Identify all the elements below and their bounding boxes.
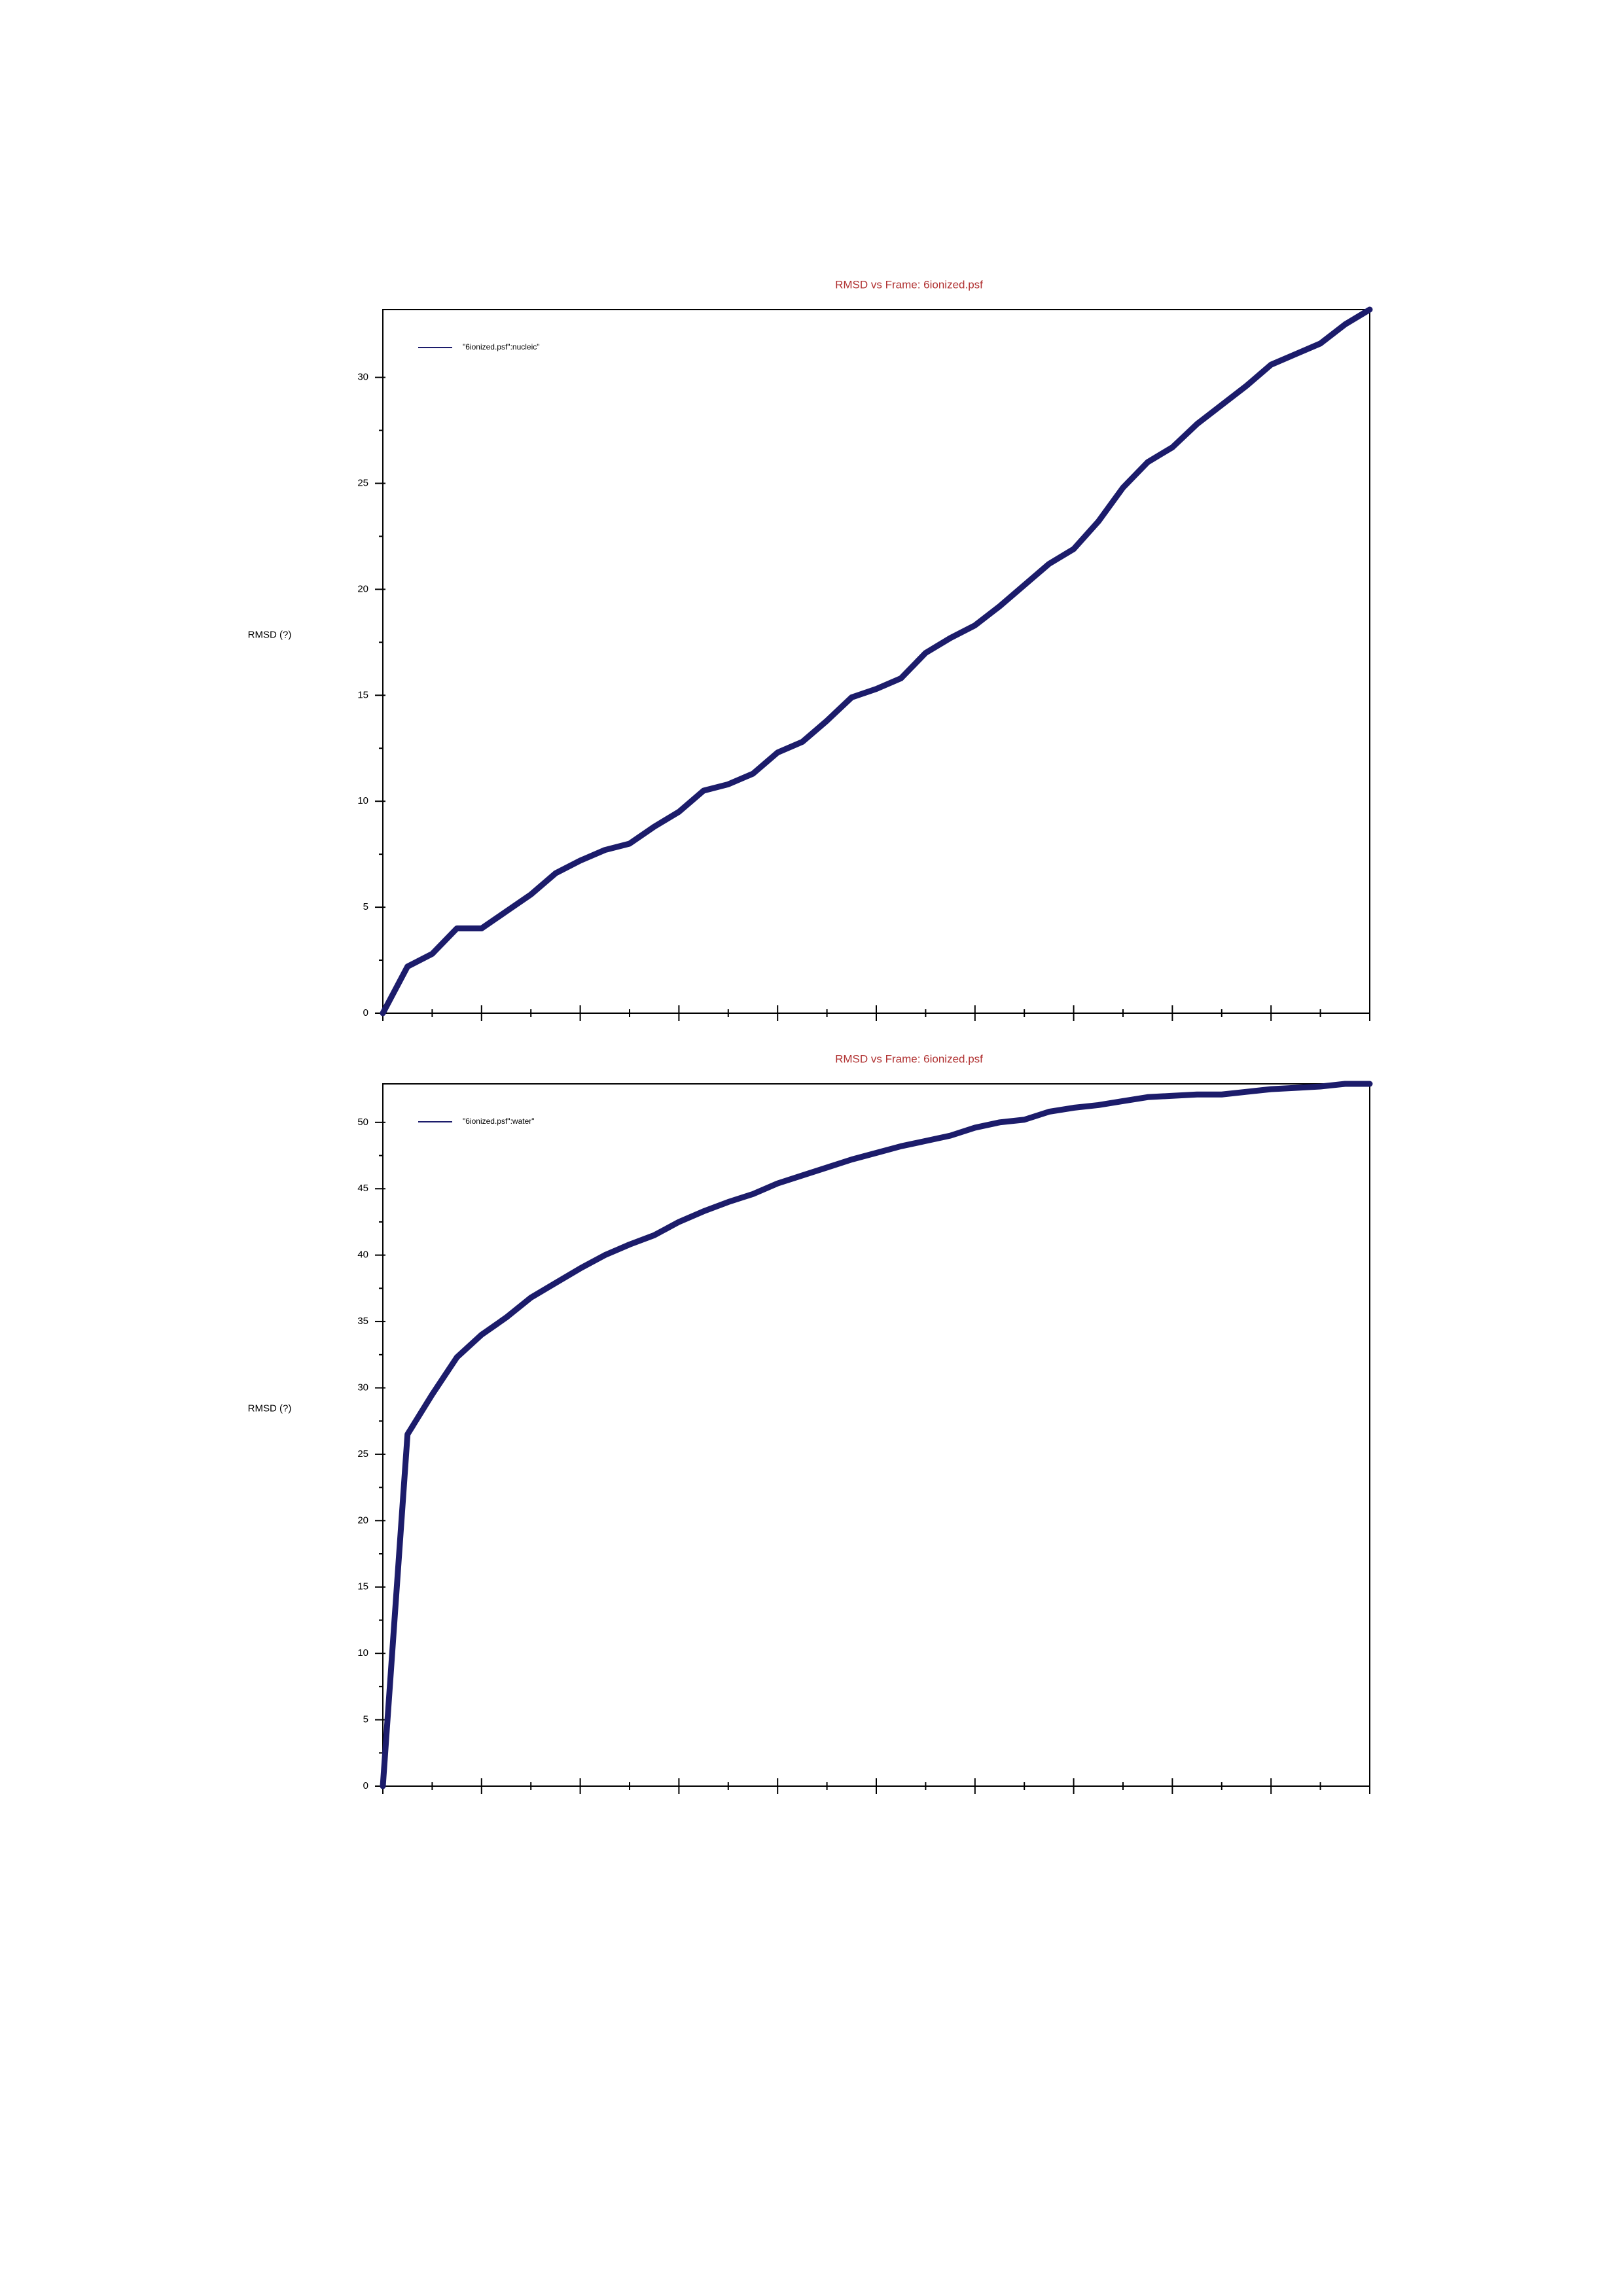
- legend-label: "6ionized.psf":nucleic": [463, 342, 540, 351]
- y-tick-label: 25: [357, 477, 368, 488]
- y-tick-label: 5: [363, 1714, 368, 1725]
- y-tick-label: 15: [357, 1581, 368, 1592]
- y-tick-label: 25: [357, 1448, 368, 1460]
- y-tick-label: 20: [357, 1515, 368, 1526]
- chart-title: RMSD vs Frame: 6ionized.psf: [835, 278, 983, 291]
- data-line: [380, 306, 1373, 1016]
- y-tick-label: 50: [357, 1117, 368, 1128]
- chart-title: RMSD vs Frame: 6ionized.psf: [835, 1052, 983, 1065]
- y-tick-label: 45: [357, 1183, 368, 1194]
- plot-frame: [382, 309, 1370, 1014]
- y-tick-label: 20: [357, 583, 368, 594]
- y-tick-label: 35: [357, 1316, 368, 1327]
- y-tick-label: 30: [357, 372, 368, 383]
- data-line: [380, 1081, 1373, 1789]
- y-axis-label: RMSD (?): [248, 1403, 292, 1414]
- y-tick-label: 10: [357, 1647, 368, 1659]
- y-tick-label: 0: [363, 1007, 368, 1018]
- y-axis-label: RMSD (?): [248, 629, 292, 640]
- y-tick-label: 15: [357, 689, 368, 700]
- y-tick-label: 40: [357, 1249, 368, 1261]
- y-tick-label: 10: [357, 795, 368, 806]
- y-tick-label: 30: [357, 1382, 368, 1393]
- legend-label: "6ionized.psf":water": [463, 1117, 535, 1126]
- y-tick-label: 0: [363, 1780, 368, 1791]
- plot-frame: [382, 1083, 1370, 1787]
- y-tick-label: 5: [363, 901, 368, 912]
